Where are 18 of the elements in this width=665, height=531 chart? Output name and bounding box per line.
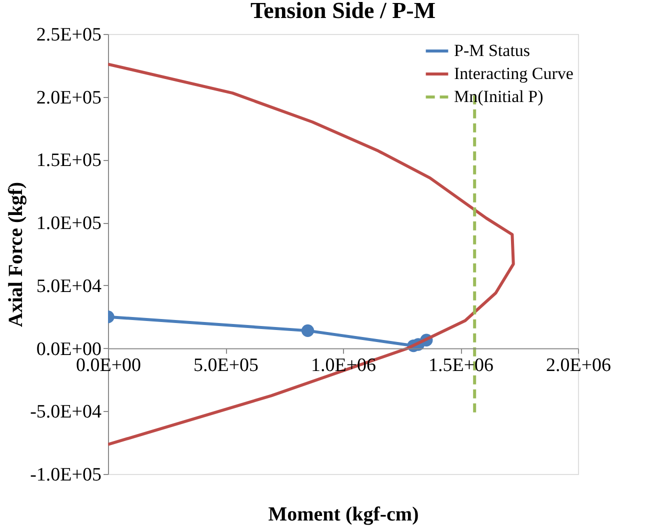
x-tick-label: 5.0E+05 [193, 354, 259, 376]
y-tick-label: 2.5E+05 [36, 24, 102, 46]
x-axis-title: Moment (kgf-cm) [268, 504, 419, 526]
y-tick-label: 2.0E+05 [36, 87, 102, 108]
x-tick-label: 1.5E+06 [428, 354, 494, 376]
legend-label: Mn(Initial P) [454, 87, 544, 106]
x-tick-label: 2.0E+06 [546, 354, 612, 376]
y-tick-label: 5.0E+04 [36, 276, 102, 297]
y-tick-label: -5.0E+04 [30, 402, 102, 423]
y-tick-label: 1.5E+05 [36, 150, 102, 172]
legend-label: P-M Status [454, 41, 530, 60]
x-tick-label: 0.0E+00 [76, 354, 142, 376]
y-axis-title: Axial Force (kgf) [5, 182, 28, 328]
point [301, 324, 314, 337]
legend-label: Interacting Curve [454, 64, 574, 83]
y-tick-label: 1.0E+05 [36, 213, 102, 234]
y-tick-label: -1.0E+05 [30, 464, 102, 486]
chart-title: Tension Side / P-M [250, 0, 436, 23]
